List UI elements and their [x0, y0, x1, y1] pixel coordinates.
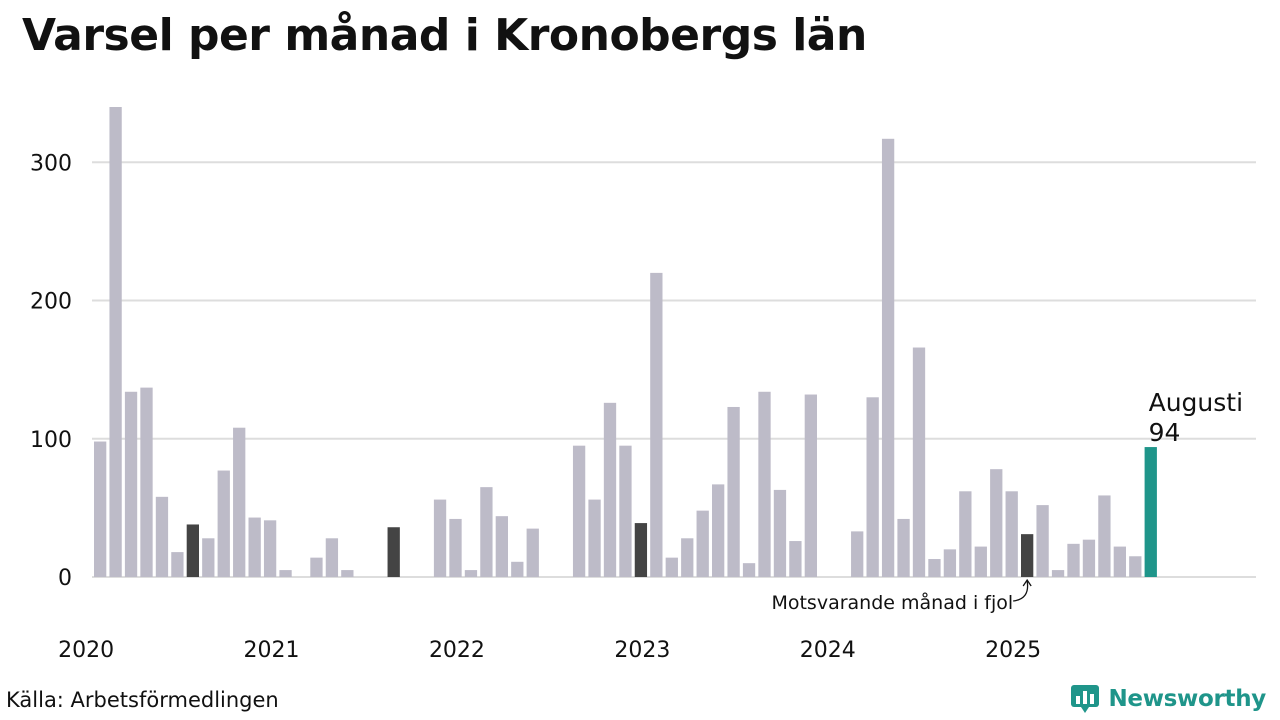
x-tick-label: 2021: [244, 638, 300, 663]
bar-2020-03: [124, 391, 138, 577]
bar-2020-04: [140, 387, 153, 577]
bar-2022-04: [511, 561, 524, 577]
bar-2020-10: [233, 427, 246, 577]
bar-2025-06: [1098, 495, 1111, 577]
same-month-annotation: Motsvarande månad i fjol: [771, 591, 1013, 614]
bar-2024-02: [851, 531, 864, 577]
bar-2024-10: [974, 546, 987, 577]
bar-2024-12: [1005, 491, 1018, 577]
x-axis-year-labels: 2020 2021 2022 2023 2024 2025: [58, 638, 1041, 663]
bar-2020-02: [109, 107, 122, 577]
y-tick-label: 300: [30, 151, 72, 176]
bar-2023-07: [742, 563, 756, 577]
source-label: Källa: Arbetsförmedlingen: [6, 688, 279, 712]
bar-2023-04: [696, 510, 709, 577]
bar-2020-05: [155, 496, 169, 577]
bar-2024-04: [881, 138, 895, 577]
bar-2024-08: [943, 549, 957, 577]
bar-2025-02: [1036, 505, 1049, 577]
bar-2024-09: [959, 491, 972, 577]
brand-logo: Newsworthy: [1070, 684, 1266, 714]
annotations: Augusti 94 Motsvarande månad i fjol: [771, 388, 1243, 614]
bar-2023-03: [681, 538, 694, 577]
bar-2023-08: [758, 391, 771, 577]
bar-2025-05: [1082, 539, 1096, 577]
bar-2022-05: [526, 528, 539, 577]
bar-2022-08: [572, 445, 586, 577]
bar-2025-07: [1113, 546, 1126, 577]
x-tick-label: 2023: [614, 638, 670, 663]
x-tick-label: 2025: [985, 638, 1041, 663]
bar-2020-06: [171, 552, 184, 577]
bar-2021-03: [310, 557, 323, 577]
bar-2021-11: [433, 499, 447, 577]
bar-2020-07: [186, 524, 199, 577]
y-tick-label: 100: [30, 428, 72, 453]
bar-2021-01: [279, 570, 292, 577]
annotation-arrowhead: [1022, 578, 1032, 587]
x-tick-label: 2020: [58, 638, 114, 663]
bar-2020-08: [202, 538, 215, 577]
bar-2023-06: [727, 406, 740, 577]
bar-2022-11: [619, 445, 632, 577]
bar-2024-06: [912, 347, 926, 577]
bar-2025-03: [1051, 570, 1065, 577]
annotation-arrow: [1013, 580, 1029, 602]
bar-2022-09: [588, 499, 601, 577]
bar-2021-05: [341, 570, 354, 577]
bar-2021-12: [449, 518, 462, 577]
bars: [94, 107, 1157, 577]
x-tick-label: 2022: [429, 638, 485, 663]
current-month-label: Augusti: [1149, 388, 1243, 417]
bar-2023-01: [650, 272, 663, 577]
bar-2023-09: [773, 489, 787, 577]
bar-2024-07: [928, 559, 941, 577]
bar-2024-05: [897, 518, 910, 577]
bar-2025-08: [1129, 556, 1142, 577]
bar-undefined: [1144, 447, 1157, 577]
bar-2024-03: [866, 397, 879, 577]
newsworthy-logo-icon: [1071, 685, 1100, 713]
bar-2024-11: [990, 469, 1003, 577]
bar-2021-04: [325, 538, 339, 577]
gridlines: [92, 161, 1256, 578]
bar-2023-11: [804, 394, 817, 577]
bar-2020-01: [94, 441, 107, 577]
bar-2022-02: [480, 487, 493, 577]
y-axis-ticks: 0 100 200 300: [30, 151, 72, 591]
y-tick-label: 200: [30, 290, 72, 315]
bar-2022-03: [495, 516, 508, 577]
bar-2022-12: [634, 523, 648, 577]
chart-title: Varsel per månad i Kronobergs län: [22, 10, 867, 61]
current-value-label: 94: [1149, 418, 1181, 447]
bar-2025-01: [1021, 534, 1034, 577]
bar-2023-10: [789, 541, 802, 577]
bar-2020-12: [263, 520, 277, 577]
y-tick-label: 0: [58, 566, 72, 591]
bar-2023-05: [712, 484, 725, 577]
bar-2020-11: [248, 517, 261, 577]
bar-2020-09: [217, 470, 230, 577]
bar-2021-08: [387, 527, 400, 577]
bar-2025-04: [1067, 543, 1080, 577]
bar-2022-10: [603, 402, 617, 577]
brand-name: Newsworthy: [1108, 686, 1266, 712]
bar-2023-02: [665, 557, 678, 577]
bar-2022-01: [464, 570, 478, 577]
x-tick-label: 2024: [800, 638, 856, 663]
